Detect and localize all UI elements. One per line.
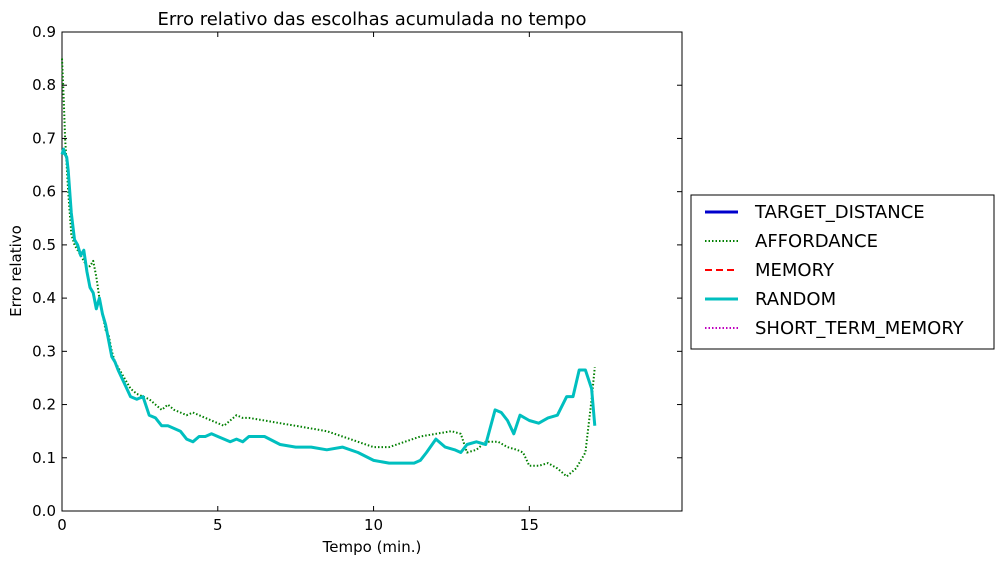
y-tick-label: 0.2 <box>32 396 56 414</box>
y-axis-label: Erro relativo <box>7 225 25 317</box>
y-tick-label: 0.5 <box>32 236 56 254</box>
plot-border <box>61 31 683 512</box>
y-tick-label: 0.4 <box>32 289 56 307</box>
series-line-affordance <box>61 58 596 478</box>
legend: TARGET_DISTANCE AFFORDANCE MEMORY RANDOM SHO… <box>690 194 995 350</box>
x-axis: 0 5 10 15 <box>57 32 539 534</box>
legend-box <box>690 194 995 350</box>
legend-label: TARGET_DISTANCE <box>754 202 925 223</box>
x-tick-label: 0 <box>57 516 67 534</box>
chart-title: Erro relativo das escolhas acumulada no … <box>158 9 587 30</box>
y-tick-label: 0.7 <box>32 129 56 147</box>
y-tick-label: 0.9 <box>32 23 56 41</box>
legend-label: MEMORY <box>755 260 835 281</box>
legend-label: SHORT_TERM_MEMORY <box>755 318 965 339</box>
x-tick-label: 5 <box>213 516 223 534</box>
series-lines <box>60 58 597 478</box>
y-axis: 0.0 0.1 0.2 0.3 0.4 0.5 0.6 0.7 0.8 0.9 <box>32 23 682 520</box>
legend-label: RANDOM <box>755 289 836 310</box>
y-tick-label: 0.6 <box>32 183 56 201</box>
y-tick-label: 0.0 <box>32 502 56 520</box>
x-tick-label: 15 <box>520 516 539 534</box>
legend-label: AFFORDANCE <box>755 231 878 252</box>
x-tick-label: 10 <box>364 516 383 534</box>
y-tick-label: 0.8 <box>32 76 56 94</box>
plot-area <box>61 31 683 512</box>
y-tick-label: 0.3 <box>32 342 56 360</box>
series-line-random <box>60 147 597 465</box>
y-tick-label: 0.1 <box>32 449 56 467</box>
x-axis-label: Tempo (min.) <box>322 538 422 556</box>
